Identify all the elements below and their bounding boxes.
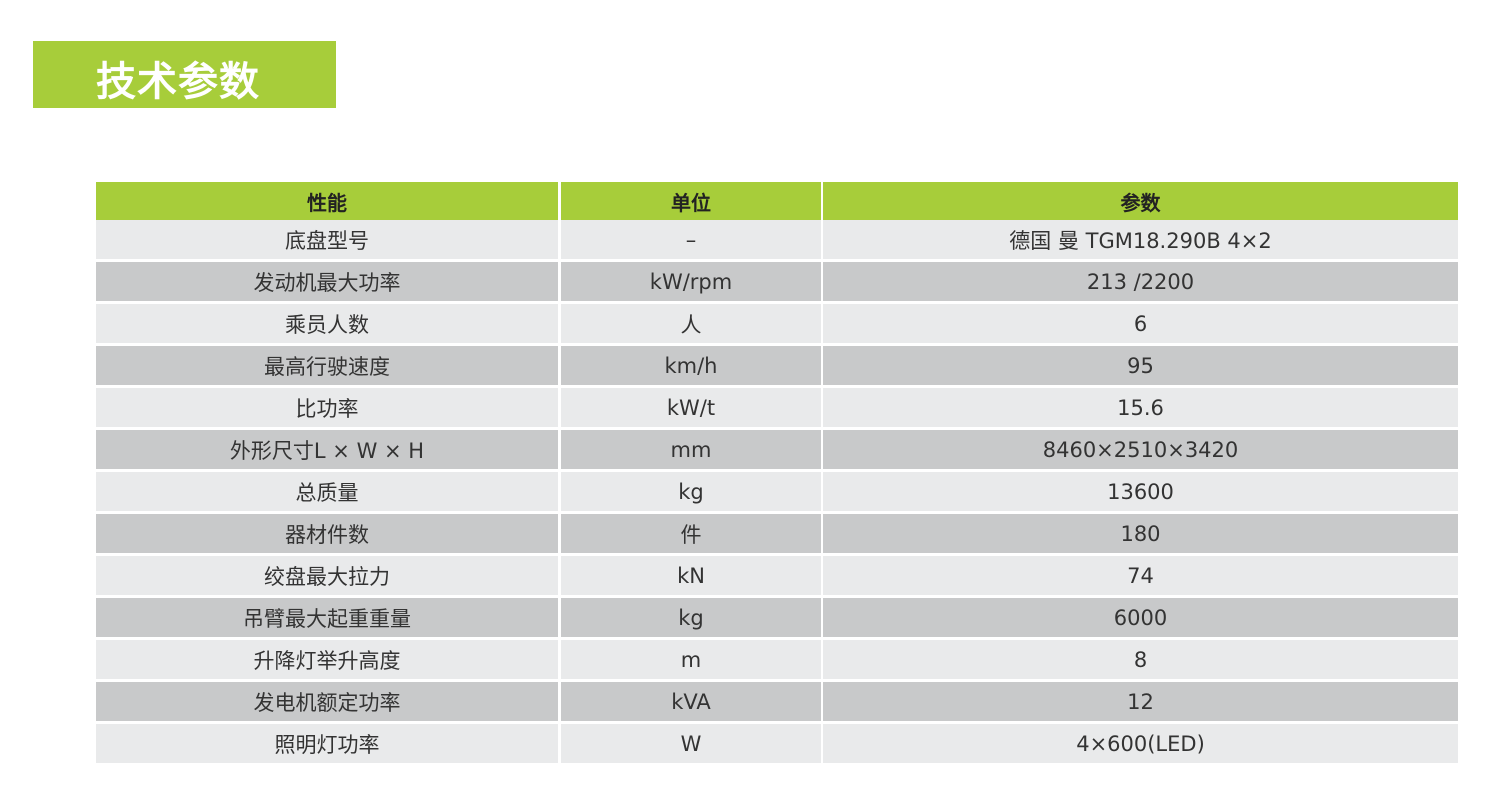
table-row: 最高行驶速度 km/h 95 [96,346,1458,385]
table-row: 总质量 kg 13600 [96,472,1458,511]
cell-parameter: 4×600(LED) [823,724,1458,763]
cell-unit: mm [561,430,821,469]
header-parameter: 参数 [823,182,1458,220]
cell-parameter: 6000 [823,598,1458,637]
cell-performance: 发动机最大功率 [96,262,558,301]
cell-performance: 外形尺寸L × W × H [96,430,558,469]
cell-unit: kW/t [561,388,821,427]
cell-parameter: 213 /2200 [823,262,1458,301]
cell-performance: 吊臂最大起重重量 [96,598,558,637]
cell-parameter: 12 [823,682,1458,721]
cell-unit: W [561,724,821,763]
table-row: 吊臂最大起重重量 kg 6000 [96,598,1458,637]
cell-performance: 发电机额定功率 [96,682,558,721]
table-row: 照明灯功率 W 4×600(LED) [96,724,1458,763]
cell-parameter: 6 [823,304,1458,343]
table-row: 绞盘最大拉力 kN 74 [96,556,1458,595]
table-row: 升降灯举升高度 m 8 [96,640,1458,679]
cell-performance: 器材件数 [96,514,558,553]
cell-unit: kW/rpm [561,262,821,301]
cell-performance: 乘员人数 [96,304,558,343]
cell-performance: 绞盘最大拉力 [96,556,558,595]
cell-parameter: 13600 [823,472,1458,511]
cell-performance: 总质量 [96,472,558,511]
cell-parameter: 德国 曼 TGM18.290B 4×2 [823,220,1458,259]
spec-table: 性能 单位 参数 底盘型号 – 德国 曼 TGM18.290B 4×2 发动机最大功率… [96,182,1458,766]
cell-unit: kVA [561,682,821,721]
cell-parameter: 8 [823,640,1458,679]
cell-unit: kg [561,472,821,511]
header-performance: 性能 [96,182,558,220]
cell-performance: 照明灯功率 [96,724,558,763]
cell-unit: 人 [561,304,821,343]
cell-unit: km/h [561,346,821,385]
cell-parameter: 95 [823,346,1458,385]
cell-parameter: 74 [823,556,1458,595]
table-header-row: 性能 单位 参数 [96,182,1458,220]
section-title-banner: 技术参数 [33,41,336,108]
cell-performance: 底盘型号 [96,220,558,259]
cell-unit: kN [561,556,821,595]
cell-parameter: 8460×2510×3420 [823,430,1458,469]
cell-performance: 最高行驶速度 [96,346,558,385]
table-row: 比功率 kW/t 15.6 [96,388,1458,427]
cell-performance: 升降灯举升高度 [96,640,558,679]
table-row: 发动机最大功率 kW/rpm 213 /2200 [96,262,1458,301]
section-title: 技术参数 [96,59,260,105]
cell-performance: 比功率 [96,388,558,427]
table-row: 发电机额定功率 kVA 12 [96,682,1458,721]
header-unit: 单位 [561,182,821,220]
cell-parameter: 180 [823,514,1458,553]
table-row: 器材件数件 180 [96,514,1458,553]
cell-parameter: 15.6 [823,388,1458,427]
table-row: 乘员人数人 6 [96,304,1458,343]
cell-unit: 件 [561,514,821,553]
cell-unit: kg [561,598,821,637]
cell-unit: m [561,640,821,679]
cell-unit: – [561,220,821,259]
table-row: 底盘型号 – 德国 曼 TGM18.290B 4×2 [96,220,1458,259]
